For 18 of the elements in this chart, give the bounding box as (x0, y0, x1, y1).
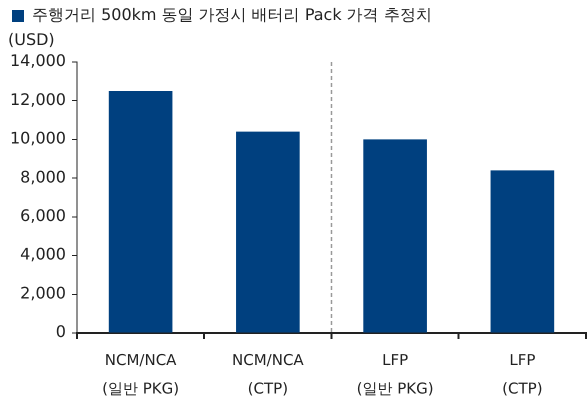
y-tick-label: 0 (56, 322, 66, 342)
y-tick-label: 14,000 (10, 51, 66, 70)
legend-label: 주행거리 500km 동일 가정시 배터리 Pack 가격 추정치 (32, 5, 432, 24)
bar (363, 139, 427, 332)
x-tick-label: NCM/NCA (일반 PKG) (102, 351, 180, 398)
y-axis-title: (USD) (8, 30, 55, 49)
x-tick-label: LFP (일반 PKG) (356, 351, 434, 398)
bar (108, 91, 172, 332)
bar (490, 170, 554, 332)
bar (236, 132, 300, 332)
x-tick-label: LFP (CTP) (502, 351, 543, 398)
y-tick-label: 4,000 (20, 244, 66, 264)
y-tick-label: 10,000 (10, 128, 66, 148)
y-tick-label: 12,000 (10, 90, 66, 109)
y-tick-label: 6,000 (20, 206, 66, 226)
x-tick-label: NCM/NCA (CTP) (232, 351, 304, 398)
y-tick-label: 8,000 (20, 167, 66, 186)
y-tick-label: 2,000 (20, 283, 66, 302)
